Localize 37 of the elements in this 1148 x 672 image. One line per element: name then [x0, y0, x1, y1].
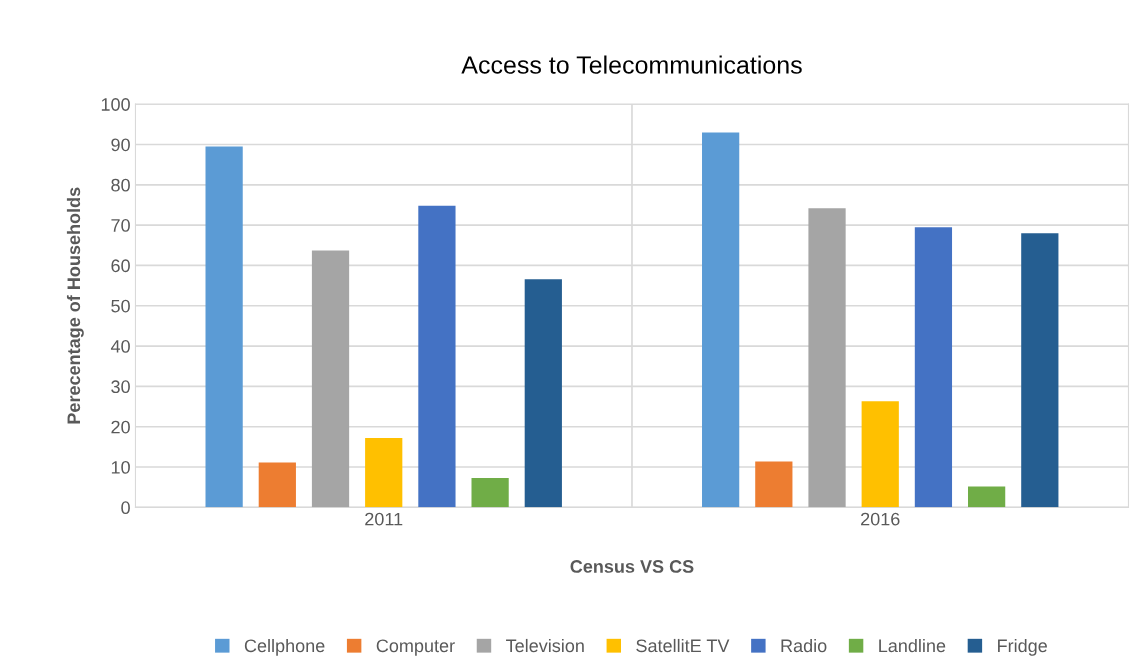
bar	[205, 146, 243, 508]
bar	[808, 208, 846, 508]
legend-label: Computer	[376, 639, 455, 656]
y-tick-label: 90	[111, 138, 130, 152]
x-tick-label: 2011	[365, 512, 403, 526]
y-axis-title: Perecentage of Households	[66, 187, 84, 424]
bar	[365, 438, 403, 508]
bar	[702, 132, 740, 508]
x-axis-title: Census VS CS	[570, 560, 694, 573]
legend-label: Landline	[879, 638, 946, 653]
x-tick-label: 2016	[861, 512, 900, 526]
y-tick-label: 0	[121, 501, 130, 515]
legend-label: Cellphone	[244, 638, 325, 656]
bar	[524, 279, 562, 508]
y-tick-label: 80	[111, 178, 130, 192]
bar	[861, 401, 899, 508]
bar	[258, 462, 296, 508]
bar	[755, 461, 793, 508]
y-tick-label: 70	[111, 219, 130, 232]
y-tick-label: 50	[111, 299, 130, 313]
bar	[1021, 233, 1059, 508]
y-tick-label: 40	[110, 340, 130, 353]
legend-label: Radio	[781, 638, 827, 653]
y-tick-label: 20	[111, 420, 130, 434]
y-tick-label: 60	[111, 259, 130, 273]
bar	[914, 227, 953, 508]
y-tick-label: 100	[101, 98, 130, 111]
y-tick-label: 30	[111, 380, 130, 394]
bar	[471, 477, 509, 508]
legend-label: Television	[506, 638, 584, 653]
legend-label: SatellitE TV	[636, 638, 730, 653]
y-tick-label: 10	[111, 460, 130, 474]
legend-label: Fridge	[998, 638, 1047, 656]
bar	[418, 205, 456, 508]
bar	[968, 486, 1006, 508]
chart-title: Access to Telecommunications	[461, 55, 802, 74]
bar	[311, 250, 350, 508]
